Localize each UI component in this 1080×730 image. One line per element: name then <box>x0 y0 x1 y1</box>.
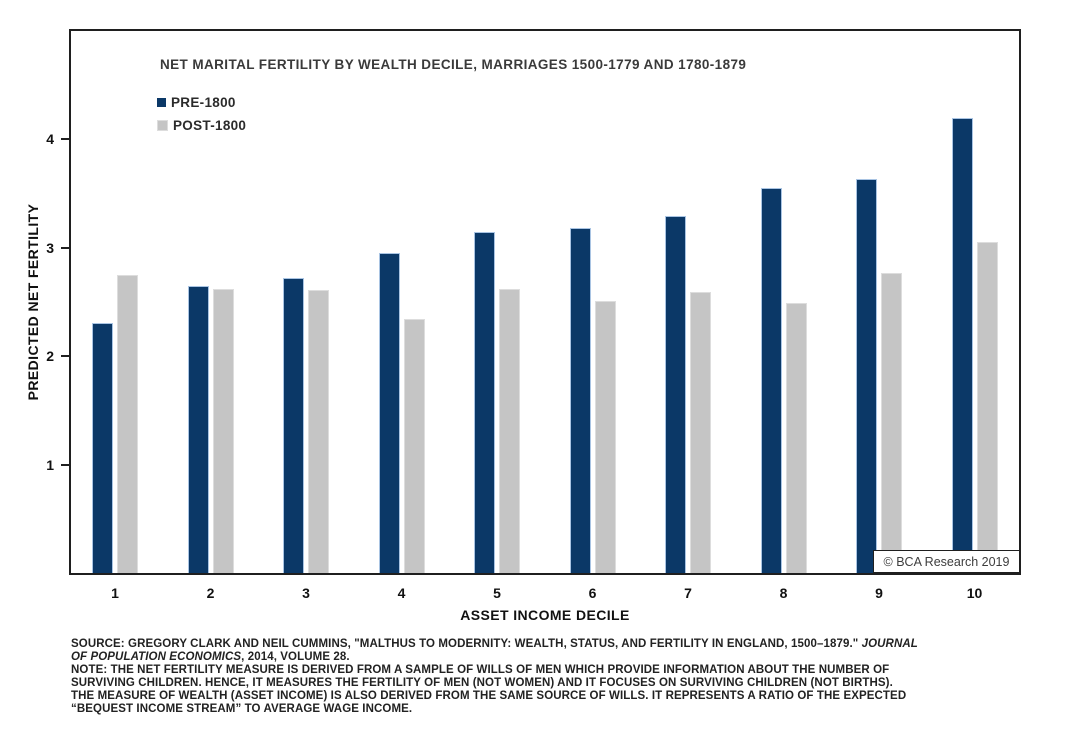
bar-post-1800-decile-3 <box>308 290 329 573</box>
x-tick-label-5: 5 <box>493 585 501 601</box>
bar-post-1800-decile-2 <box>212 289 234 573</box>
footer-line: THE MEASURE OF WEALTH (ASSET INCOME) IS … <box>71 690 907 702</box>
bar-pre-1800-decile-10 <box>951 118 973 573</box>
x-tick-label-8: 8 <box>779 585 788 601</box>
y-tick-mark-2 <box>61 355 69 357</box>
bar-pre-1800-decile-2 <box>187 286 209 573</box>
chart-title: NET MARITAL FERTILITY BY WEALTH DECILE, … <box>160 57 747 72</box>
y-tick-mark-1 <box>61 464 69 466</box>
bar-post-1800-decile-4 <box>403 319 425 573</box>
footer-line: NOTE: THE NET FERTILITY MEASURE IS DERIV… <box>71 664 890 676</box>
bar-pre-1800-decile-1 <box>92 323 113 573</box>
y-tick-label-3: 3 <box>46 240 54 256</box>
x-axis-title: ASSET INCOME DECILE <box>460 607 630 623</box>
bar-pre-1800-decile-3 <box>283 278 304 573</box>
legend-swatch-post-1800 <box>157 120 168 131</box>
bar-pre-1800-decile-5 <box>474 232 495 573</box>
legend: PRE-1800 POST-1800 <box>157 91 246 137</box>
legend-item-pre-1800: PRE-1800 <box>157 91 246 114</box>
footer-line: SOURCE: GREGORY CLARK AND NEIL CUMMINS, … <box>71 638 918 650</box>
legend-swatch-pre-1800 <box>157 98 166 107</box>
legend-label: POST-1800 <box>173 118 247 133</box>
plot-area: NET MARITAL FERTILITY BY WEALTH DECILE, … <box>69 29 1021 575</box>
x-tick-label-6: 6 <box>588 585 597 601</box>
bar-post-1800-decile-6 <box>594 301 616 573</box>
y-tick-label-4: 4 <box>46 131 54 147</box>
x-tick-label-10: 10 <box>966 585 983 601</box>
y-tick-mark-3 <box>61 247 69 249</box>
bar-pre-1800-decile-7 <box>665 216 686 573</box>
bar-post-1800-decile-10 <box>976 242 998 573</box>
bar-post-1800-decile-7 <box>690 292 711 573</box>
bar-post-1800-decile-1 <box>117 275 138 573</box>
x-tick-label-7: 7 <box>684 585 692 601</box>
bar-post-1800-decile-9 <box>881 273 902 573</box>
x-tick-label-4: 4 <box>397 585 406 601</box>
y-tick-mark-4 <box>61 138 69 140</box>
footer-line: OF POPULATION ECONOMICS, 2014, VOLUME 28… <box>71 651 350 663</box>
x-tick-label-2: 2 <box>206 585 215 601</box>
bar-pre-1800-decile-4 <box>378 253 400 573</box>
y-tick-label-1: 1 <box>46 457 54 473</box>
bar-pre-1800-decile-8 <box>760 188 782 573</box>
source-note: SOURCE: GREGORY CLARK AND NEIL CUMMINS, … <box>71 638 1066 716</box>
footer-line: “BEQUEST INCOME STREAM” TO AVERAGE WAGE … <box>71 703 413 715</box>
legend-item-post-1800: POST-1800 <box>157 114 246 137</box>
y-tick-label-2: 2 <box>46 348 54 364</box>
y-axis-title: PREDICTED NET FERTILITY <box>25 203 41 401</box>
x-tick-label-9: 9 <box>875 585 883 601</box>
bar-post-1800-decile-5 <box>499 289 520 573</box>
x-tick-label-1: 1 <box>111 585 119 601</box>
x-tick-label-3: 3 <box>302 585 310 601</box>
bar-pre-1800-decile-6 <box>569 228 591 573</box>
bar-pre-1800-decile-9 <box>856 179 877 573</box>
footer-line: SURVIVING CHILDREN. HENCE, IT MEASURES T… <box>71 677 893 689</box>
bar-post-1800-decile-8 <box>785 303 807 573</box>
legend-label: PRE-1800 <box>171 95 236 110</box>
copyright-badge: © BCA Research 2019 <box>873 550 1020 573</box>
